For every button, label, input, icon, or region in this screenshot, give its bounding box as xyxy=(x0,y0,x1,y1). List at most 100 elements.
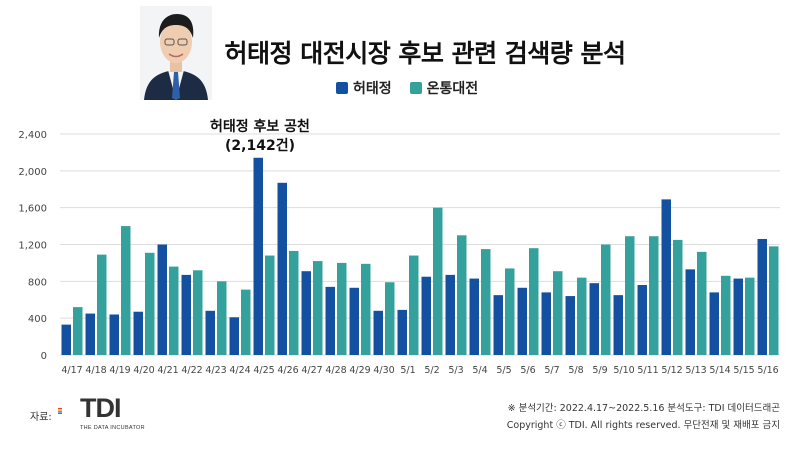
bar-series-1 xyxy=(349,287,359,355)
bar-series-2 xyxy=(241,289,251,355)
bar-series-1 xyxy=(301,271,311,355)
bar-series-1 xyxy=(109,314,119,355)
y-tick-label: 1,200 xyxy=(18,241,47,252)
bar-series-2 xyxy=(361,263,371,355)
x-tick-label: 4/22 xyxy=(181,365,202,376)
bar-series-1 xyxy=(517,287,527,355)
bar-series-1 xyxy=(757,238,767,355)
bar-series-2 xyxy=(121,226,131,355)
bar-series-1 xyxy=(493,295,503,355)
bar-series-2 xyxy=(217,281,227,355)
bar-series-1 xyxy=(253,157,263,355)
y-axis-ticks: 0 400 800 1,200 1,600 2,000 2,400 xyxy=(18,130,47,362)
bar-series-1 xyxy=(157,244,167,355)
analysis-period-note: ※ 분석기간: 2022.4.17~2022.5.16 분석도구: TDI 데이… xyxy=(507,403,780,414)
y-tick-label: 1,600 xyxy=(18,204,47,215)
tdi-logo-text: TDI xyxy=(80,393,121,423)
bar-series-2 xyxy=(97,254,107,355)
bar-series-1 xyxy=(325,286,335,355)
x-tick-label: 4/30 xyxy=(373,365,394,376)
x-tick-label: 5/10 xyxy=(613,365,634,376)
bar-series-2 xyxy=(145,252,155,355)
x-tick-label: 4/17 xyxy=(61,365,82,376)
legend-item-series-2: 온통대전 xyxy=(409,78,479,98)
bar-series-2 xyxy=(649,236,659,355)
bar-series-2 xyxy=(505,268,515,355)
bar-series-2 xyxy=(481,249,491,355)
grid-lines xyxy=(60,133,780,356)
bar-series-1 xyxy=(613,295,623,355)
x-tick-label: 5/1 xyxy=(400,365,415,376)
bar-series-1 xyxy=(61,324,71,355)
x-tick-label: 5/9 xyxy=(592,365,607,376)
annotation-line-1: 허태정 후보 공천 xyxy=(210,119,310,135)
source-label: 자료: xyxy=(30,412,52,423)
bar-series-1 xyxy=(277,182,287,355)
x-axis-ticks: 4/17 4/18 4/19 4/20 4/21 4/22 4/23 4/24 4/25 4/26… xyxy=(61,365,778,376)
peak-annotation: 허태정 후보 공천 (2,142건) xyxy=(190,118,330,156)
bar-series-2 xyxy=(409,255,419,355)
bar-series-2 xyxy=(265,255,275,355)
bar-series-2 xyxy=(457,235,467,355)
x-tick-label: 5/7 xyxy=(544,365,559,376)
x-tick-label: 5/14 xyxy=(709,365,730,376)
bar-series-2 xyxy=(529,248,539,355)
bar-series-1 xyxy=(589,283,599,355)
bar-series-2 xyxy=(745,277,755,355)
bar-series-1 xyxy=(445,274,455,355)
bar-series-2 xyxy=(385,282,395,355)
annotation-line-2: (2,142건) xyxy=(225,138,295,154)
x-tick-label: 4/29 xyxy=(349,365,370,376)
x-tick-label: 5/12 xyxy=(661,365,682,376)
y-tick-label: 800 xyxy=(28,277,47,288)
x-tick-label: 4/24 xyxy=(229,365,250,376)
bar-series-1 xyxy=(565,296,575,355)
y-tick-label: 2,400 xyxy=(18,130,47,141)
y-tick-label: 400 xyxy=(28,314,47,325)
chart-title: 허태정 대전시장 후보 관련 검색량 분석 xyxy=(224,39,626,68)
copyright-note: Copyright ⓒ TDI. All rights reserved. 무단… xyxy=(506,420,780,431)
bar-series-2 xyxy=(697,251,707,355)
x-tick-label: 4/21 xyxy=(157,365,178,376)
bar-series-1 xyxy=(733,278,743,355)
bar-series-2 xyxy=(73,307,83,355)
legend-swatch-series-1 xyxy=(336,82,348,94)
chart-legend: 허태정 온통대전 xyxy=(336,78,496,98)
bars xyxy=(61,157,779,355)
bar-series-2 xyxy=(601,244,611,355)
tdi-logo-subtext: THE DATA INCUBATOR xyxy=(80,425,145,431)
bar-series-2 xyxy=(625,236,635,355)
bar-series-2 xyxy=(169,266,179,355)
x-tick-label: 4/28 xyxy=(325,365,346,376)
x-tick-label: 5/4 xyxy=(472,365,487,376)
legend-label-series-2: 온통대전 xyxy=(426,81,479,97)
bar-series-1 xyxy=(181,274,191,355)
bar-series-1 xyxy=(685,269,695,355)
candidate-photo xyxy=(140,6,212,100)
x-tick-label: 4/18 xyxy=(85,365,106,376)
x-tick-label: 5/6 xyxy=(520,365,535,376)
bar-series-1 xyxy=(397,309,407,355)
bar-series-1 xyxy=(205,310,215,355)
x-tick-label: 5/16 xyxy=(757,365,778,376)
legend-item-series-1: 허태정 xyxy=(336,78,392,98)
bar-series-2 xyxy=(313,261,323,355)
bar-series-2 xyxy=(673,239,683,355)
bar-series-2 xyxy=(553,271,563,355)
bar-series-1 xyxy=(469,278,479,355)
x-tick-label: 5/8 xyxy=(568,365,583,376)
x-tick-label: 4/20 xyxy=(133,365,154,376)
bar-series-2 xyxy=(721,275,731,355)
bar-series-1 xyxy=(541,292,551,355)
x-tick-label: 4/23 xyxy=(205,365,226,376)
bar-chart: 0 400 800 1,200 1,600 2,000 2,400 4/17 4/18 4/19… xyxy=(18,130,780,376)
x-tick-label: 4/27 xyxy=(301,365,322,376)
x-tick-label: 5/3 xyxy=(448,365,463,376)
x-tick-label: 5/2 xyxy=(424,365,439,376)
bar-series-1 xyxy=(229,317,239,355)
bar-series-1 xyxy=(85,313,95,355)
bar-series-2 xyxy=(289,250,299,355)
y-tick-label: 2,000 xyxy=(18,167,47,178)
legend-swatch-series-2 xyxy=(409,82,422,94)
bar-series-2 xyxy=(769,246,779,355)
